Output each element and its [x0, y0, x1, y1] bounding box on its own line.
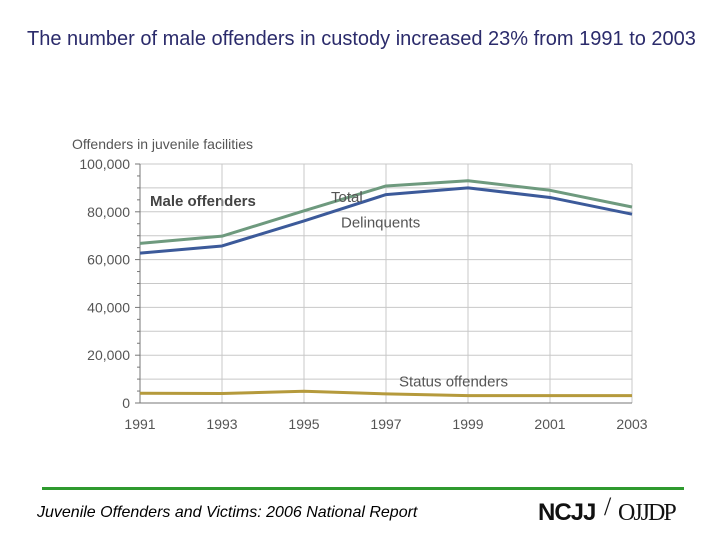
chart-title: Offenders in juvenile facilities	[72, 136, 253, 152]
y-tick-label: 80,000	[87, 204, 130, 220]
series-label-status-offenders: Status offenders	[399, 373, 508, 390]
y-tick-label: 20,000	[87, 347, 130, 363]
slide-title: The number of male offenders in custody …	[27, 28, 696, 50]
logo-ojjdp: OJJDP	[618, 500, 676, 526]
x-tick-label: 1993	[206, 416, 237, 432]
ncjj-ojjdp-logo: NCJJ / OJJDP	[538, 492, 678, 526]
series-line-status-offenders	[139, 389, 632, 398]
y-tick-label: 0	[122, 395, 130, 411]
axes	[135, 163, 632, 404]
x-tick-label: 1995	[288, 416, 319, 432]
x-tick-label: 1999	[452, 416, 483, 432]
logo-separator: /	[604, 492, 612, 521]
x-tick-label: 1997	[370, 416, 401, 432]
series-label-delinquents: Delinquents	[341, 214, 420, 231]
y-tick-label: 40,000	[87, 299, 130, 315]
x-tick-label: 2003	[616, 416, 647, 432]
tick-labels: 0 20,000 40,000 60,000 80,000 100,000 1991 1993…	[79, 156, 647, 432]
series-lines	[139, 179, 633, 398]
logo-ncjj: NCJJ	[538, 499, 595, 526]
footer-text: Juvenile Offenders and Victims: 2006 Nat…	[37, 504, 418, 521]
footer-rule	[42, 487, 684, 490]
series-labels: Total Delinquents Status offenders	[331, 189, 508, 390]
x-tick-label: 2001	[534, 416, 565, 432]
y-tick-label: 100,000	[79, 156, 130, 172]
series-label-total: Total	[331, 189, 363, 206]
y-tick-label: 60,000	[87, 252, 130, 268]
series-line-delinquents	[139, 186, 633, 255]
series-line-total	[139, 179, 633, 245]
x-tick-label: 1991	[124, 416, 155, 432]
chart-subtitle: Male offenders	[150, 193, 256, 210]
grid-lines	[139, 163, 633, 404]
